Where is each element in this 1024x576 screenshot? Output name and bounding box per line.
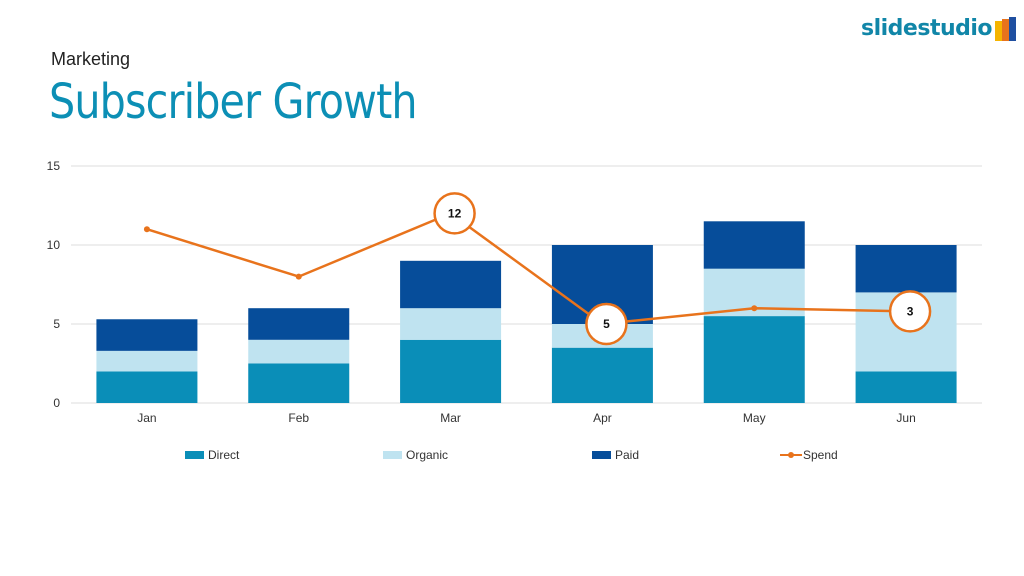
- legend-swatch: [383, 451, 402, 459]
- bar-direct: [96, 371, 198, 403]
- legend-label: Paid: [615, 448, 639, 462]
- callout-label: 3: [907, 304, 914, 318]
- callout-circle: [433, 192, 476, 235]
- callout-label: 12: [448, 206, 462, 220]
- bar-paid: [400, 260, 502, 309]
- bar-organic: [248, 339, 350, 364]
- legend-swatch: [185, 451, 204, 459]
- y-tick-label: 0: [53, 396, 60, 410]
- x-tick-label: Jun: [896, 411, 915, 425]
- y-tick-label: 15: [47, 159, 61, 173]
- callout-label: 5: [603, 317, 610, 331]
- bar-direct: [703, 316, 805, 403]
- bar-paid: [248, 308, 350, 340]
- spend-point: [143, 226, 150, 233]
- spend-point: [751, 305, 758, 312]
- spend-line: [146, 211, 907, 326]
- bar-paid: [855, 245, 957, 293]
- bar-direct: [551, 347, 653, 403]
- logo: slidestudio: [861, 16, 1017, 41]
- bar-organic: [96, 350, 198, 372]
- x-tick-label: May: [743, 411, 766, 425]
- x-tick-label: Jan: [137, 411, 156, 425]
- bar-direct: [248, 363, 350, 403]
- legend-label: Organic: [406, 448, 448, 462]
- callout-circle: [585, 302, 628, 346]
- callout-circle: [888, 290, 932, 333]
- bar-paid: [96, 319, 198, 351]
- page-title: Subscriber Growth: [49, 74, 418, 130]
- legend-marker: [788, 452, 794, 458]
- legend-label: Spend: [803, 448, 838, 462]
- logo-icon: [995, 16, 1017, 41]
- bar-direct: [855, 371, 957, 403]
- y-tick-label: 10: [47, 238, 61, 252]
- x-tick-label: Mar: [440, 411, 461, 425]
- bar-organic: [400, 308, 502, 340]
- y-tick-label: 5: [53, 317, 60, 331]
- bar-paid: [703, 221, 805, 269]
- logo-text: slidestudio: [861, 16, 993, 41]
- x-tick-label: Apr: [593, 411, 612, 425]
- section-subtitle: Marketing: [51, 49, 131, 69]
- bar-direct: [400, 339, 502, 403]
- x-tick-label: Feb: [288, 411, 309, 425]
- legend-swatch: [592, 451, 611, 459]
- legend-label: Direct: [208, 448, 240, 462]
- spend-point: [295, 273, 302, 280]
